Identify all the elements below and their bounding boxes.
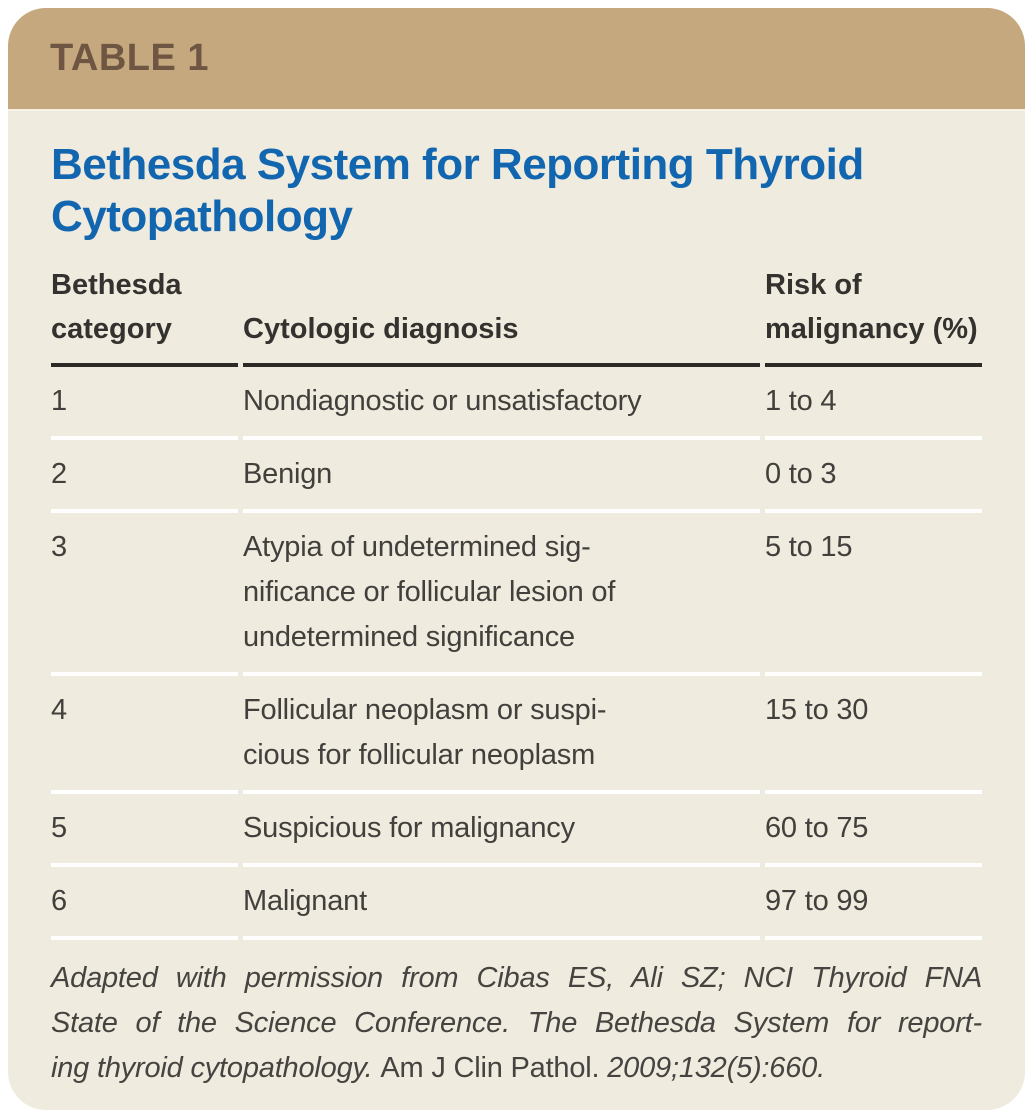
cell-risk: 15 to 30 bbox=[765, 676, 982, 794]
table-card: TABLE 1 Bethesda System for Reporting Th… bbox=[8, 8, 1025, 1110]
cell-risk: 5 to 15 bbox=[765, 513, 982, 676]
cell-category: 4 bbox=[51, 676, 238, 794]
cell-diagnosis: Nondiagnostic or unsatisfactory bbox=[243, 367, 760, 440]
cell-category: 1 bbox=[51, 367, 238, 440]
cell-diagnosis: Malignant bbox=[243, 867, 760, 940]
table-label: TABLE 1 bbox=[50, 37, 210, 79]
cell-diagnosis: Atypia of undetermined sig- nificance or… bbox=[243, 513, 760, 676]
footnote-line-3: ing thyroid cytopathology. Am J Clin Pat… bbox=[51, 1046, 982, 1091]
table-label-band: TABLE 1 bbox=[8, 8, 1025, 111]
cell-diagnosis: Suspicious for malignancy bbox=[243, 794, 760, 867]
cell-diagnosis: Follicular neoplasm or suspi- cious for … bbox=[243, 676, 760, 794]
cell-diagnosis: Benign bbox=[243, 440, 760, 513]
cell-risk: 1 to 4 bbox=[765, 367, 982, 440]
cell-risk: 60 to 75 bbox=[765, 794, 982, 867]
footnote-line-1: Adapted with permission from Cibas ES, A… bbox=[51, 962, 982, 994]
column-header-risk-of-malignancy: Risk of malignancy (%) bbox=[765, 263, 982, 367]
cell-risk: 97 to 99 bbox=[765, 867, 982, 940]
column-header-bethesda-category: Bethesda category bbox=[51, 263, 238, 367]
footnote-citation-lead: ing thyroid cytopathology. bbox=[51, 1052, 381, 1084]
table-footnote: Adapted with permission from Cibas ES, A… bbox=[51, 956, 982, 1091]
cell-category: 6 bbox=[51, 867, 238, 940]
footnote-journal-name: Am J Clin Pathol. bbox=[380, 1052, 608, 1084]
column-header-cytologic-diagnosis: Cytologic diagnosis bbox=[243, 307, 760, 367]
table-title: Bethesda System for Reporting Thyroid Cy… bbox=[51, 140, 864, 241]
cell-category: 2 bbox=[51, 440, 238, 513]
table-card-body: Bethesda System for Reporting Thyroid Cy… bbox=[8, 111, 1025, 1110]
cell-category: 3 bbox=[51, 513, 238, 676]
data-table: Bethesda category Cytologic diagnosis Ri… bbox=[51, 263, 982, 940]
cell-risk: 0 to 3 bbox=[765, 440, 982, 513]
footnote-citation-volume: 2009;132(5):660. bbox=[607, 1052, 825, 1084]
cell-category: 5 bbox=[51, 794, 238, 867]
footnote-line-2: State of the Science Conference. The Bet… bbox=[51, 1007, 982, 1039]
